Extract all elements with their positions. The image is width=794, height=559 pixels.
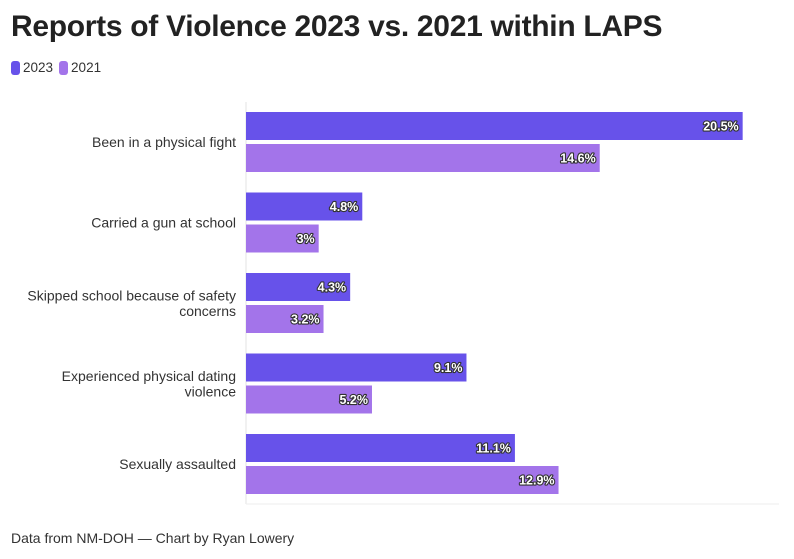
bar-2023 (246, 353, 467, 382)
legend: 2023 2021 (11, 60, 107, 75)
bar-2023 (246, 273, 351, 301)
value-label-2021: 5.2% (339, 393, 368, 407)
legend-item-2021: 2021 (59, 60, 101, 75)
value-label-2021: 14.6% (560, 152, 595, 166)
legend-swatch-2023 (11, 60, 20, 75)
bar-group: Been in a physical fight 20.5% 14.6% Carrie… (27, 112, 743, 494)
value-label-2021: 3% (297, 232, 315, 246)
source-note: Data from NM-DOH — Chart by Ryan Lowery (11, 530, 295, 546)
value-label-2023: 11.1% (476, 442, 511, 456)
category-label: Been in a physical fight (92, 134, 236, 150)
chart-title: Reports of Violence 2023 vs. 2021 within… (11, 10, 663, 43)
value-label-2023: 9.1% (434, 361, 463, 375)
category-label: Sexually assaulted (119, 456, 236, 472)
bar-2023 (246, 112, 743, 140)
legend-item-2023: 2023 (11, 60, 53, 75)
legend-label-2021: 2021 (71, 60, 102, 75)
category-label: Experienced physical dating violence (62, 368, 237, 400)
value-label-2021: 12.9% (519, 474, 554, 488)
bar-2021 (246, 224, 319, 253)
bar-2021 (246, 305, 324, 333)
legend-swatch-2021 (59, 60, 69, 75)
bar-2021 (246, 385, 372, 414)
bar-2023 (246, 192, 363, 221)
value-label-2023: 20.5% (703, 120, 738, 134)
value-label-2023: 4.8% (330, 200, 359, 214)
value-label-2021: 3.2% (291, 313, 320, 327)
value-label-2023: 4.3% (318, 281, 347, 295)
bar-2023 (246, 434, 515, 462)
category-label: Carried a gun at school (91, 215, 236, 231)
bar-2021 (246, 144, 600, 172)
bar-2021 (246, 466, 559, 494)
legend-label-2023: 2023 (23, 60, 54, 75)
category-label: Skipped school because of safety concerns (27, 287, 236, 319)
